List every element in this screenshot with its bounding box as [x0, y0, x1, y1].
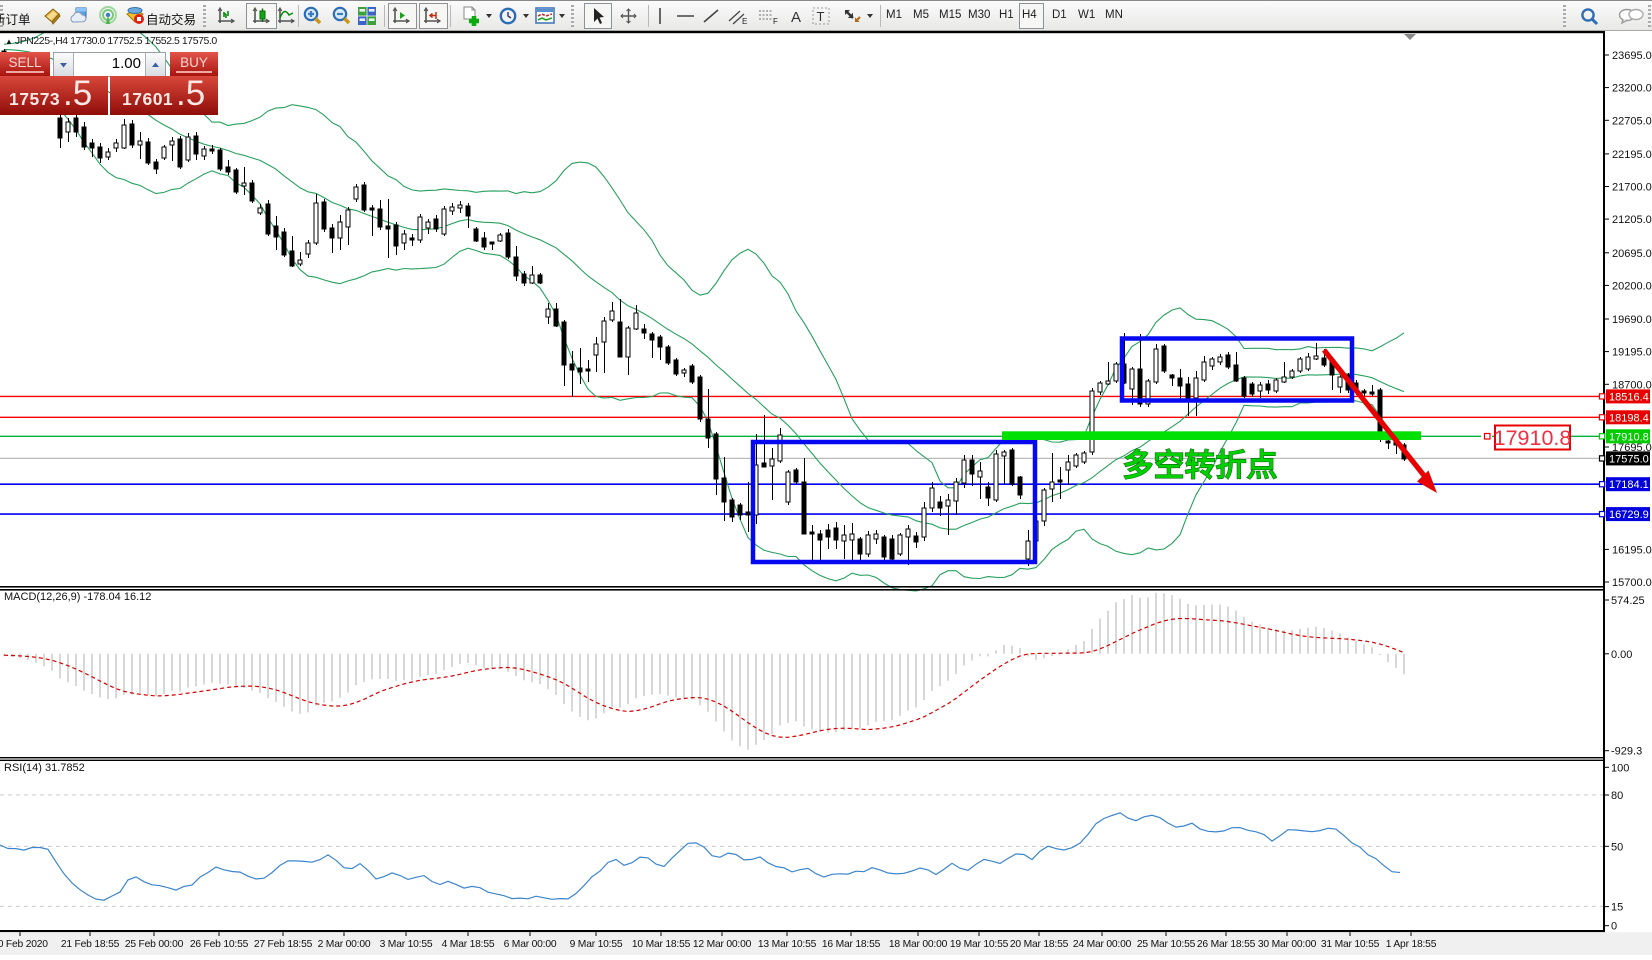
- svg-text:17910.8: 17910.8: [1494, 426, 1572, 450]
- svg-text:16729.9: 16729.9: [1609, 509, 1649, 521]
- svg-text:20 Mar 18:55: 20 Mar 18:55: [1010, 939, 1069, 950]
- svg-text:0: 0: [1611, 921, 1617, 933]
- svg-text:18700.0: 18700.0: [1612, 379, 1652, 391]
- svg-text:16195.0: 16195.0: [1612, 544, 1652, 556]
- svg-text:30 Mar 00:00: 30 Mar 00:00: [1258, 939, 1317, 950]
- svg-text:17184.1: 17184.1: [1609, 479, 1649, 491]
- svg-text:20 Feb 2020: 20 Feb 2020: [0, 939, 48, 950]
- svg-text:-929.3: -929.3: [1611, 746, 1642, 758]
- svg-text:23695.0: 23695.0: [1612, 50, 1652, 62]
- svg-text:21205.0: 21205.0: [1612, 214, 1652, 226]
- svg-text:MACD(12,26,9) -178.04 16.12: MACD(12,26,9) -178.04 16.12: [4, 591, 151, 603]
- svg-text:19 Mar 10:55: 19 Mar 10:55: [950, 939, 1009, 950]
- svg-text:574.25: 574.25: [1611, 595, 1645, 607]
- svg-text:16 Mar 18:55: 16 Mar 18:55: [822, 939, 881, 950]
- svg-text:100: 100: [1611, 762, 1629, 774]
- svg-text:20695.0: 20695.0: [1612, 248, 1652, 260]
- svg-text:18516.4: 18516.4: [1609, 391, 1649, 403]
- svg-text:22195.0: 22195.0: [1612, 149, 1652, 161]
- svg-text:25 Feb 00:00: 25 Feb 00:00: [125, 939, 184, 950]
- svg-text:17695.0: 17695.0: [1612, 442, 1652, 454]
- svg-text:多空转折点: 多空转折点: [1123, 448, 1278, 483]
- svg-text:15: 15: [1611, 902, 1623, 914]
- svg-text:19195.0: 19195.0: [1612, 347, 1652, 359]
- svg-text:20200.0: 20200.0: [1612, 280, 1652, 292]
- svg-text:A: A: [791, 9, 801, 25]
- svg-text:26 Mar 18:55: 26 Mar 18:55: [1197, 939, 1256, 950]
- svg-text:80: 80: [1611, 790, 1623, 802]
- svg-text:F: F: [773, 17, 778, 25]
- svg-text:17575.0: 17575.0: [1609, 453, 1649, 465]
- svg-text:13 Mar 10:55: 13 Mar 10:55: [758, 939, 817, 950]
- svg-text:18 Mar 00:00: 18 Mar 00:00: [889, 939, 948, 950]
- svg-text:23200.0: 23200.0: [1612, 83, 1652, 95]
- svg-text:50: 50: [1611, 841, 1623, 853]
- svg-text:4 Mar 18:55: 4 Mar 18:55: [442, 939, 495, 950]
- svg-text:15700.0: 15700.0: [1612, 577, 1652, 589]
- svg-text:22705.0: 22705.0: [1612, 115, 1652, 127]
- svg-text:2 Mar 00:00: 2 Mar 00:00: [318, 939, 371, 950]
- svg-text:0.00: 0.00: [1611, 649, 1632, 661]
- svg-text:12 Mar 00:00: 12 Mar 00:00: [693, 939, 752, 950]
- svg-text:17910.8: 17910.8: [1609, 431, 1649, 443]
- svg-text:24 Mar 00:00: 24 Mar 00:00: [1073, 939, 1132, 950]
- svg-text:10 Mar 18:55: 10 Mar 18:55: [632, 939, 691, 950]
- svg-text:31 Mar 10:55: 31 Mar 10:55: [1321, 939, 1380, 950]
- svg-text:26 Feb 10:55: 26 Feb 10:55: [190, 939, 249, 950]
- svg-text:▲ JPN225-,H4 17730.0 17752.: ▲ JPN225-,H4 17730.0 17752.5 17552.5 175…: [5, 35, 217, 47]
- svg-text:21 Feb 18:55: 21 Feb 18:55: [61, 939, 120, 950]
- svg-text:6 Mar 00:00: 6 Mar 00:00: [504, 939, 557, 950]
- svg-text:18198.4: 18198.4: [1609, 412, 1649, 424]
- svg-text:21700.0: 21700.0: [1612, 182, 1652, 194]
- svg-text:3 Mar 10:55: 3 Mar 10:55: [380, 939, 433, 950]
- svg-text:RSI(14) 31.7852: RSI(14) 31.7852: [4, 762, 85, 774]
- svg-text:27 Feb 18:55: 27 Feb 18:55: [254, 939, 313, 950]
- svg-text:1 Apr 18:55: 1 Apr 18:55: [1386, 939, 1437, 950]
- svg-text:19690.0: 19690.0: [1612, 314, 1652, 326]
- svg-text:T: T: [817, 9, 825, 24]
- svg-text:25 Mar 10:55: 25 Mar 10:55: [1137, 939, 1196, 950]
- svg-text:9 Mar 10:55: 9 Mar 10:55: [570, 939, 623, 950]
- svg-text:E: E: [742, 17, 747, 25]
